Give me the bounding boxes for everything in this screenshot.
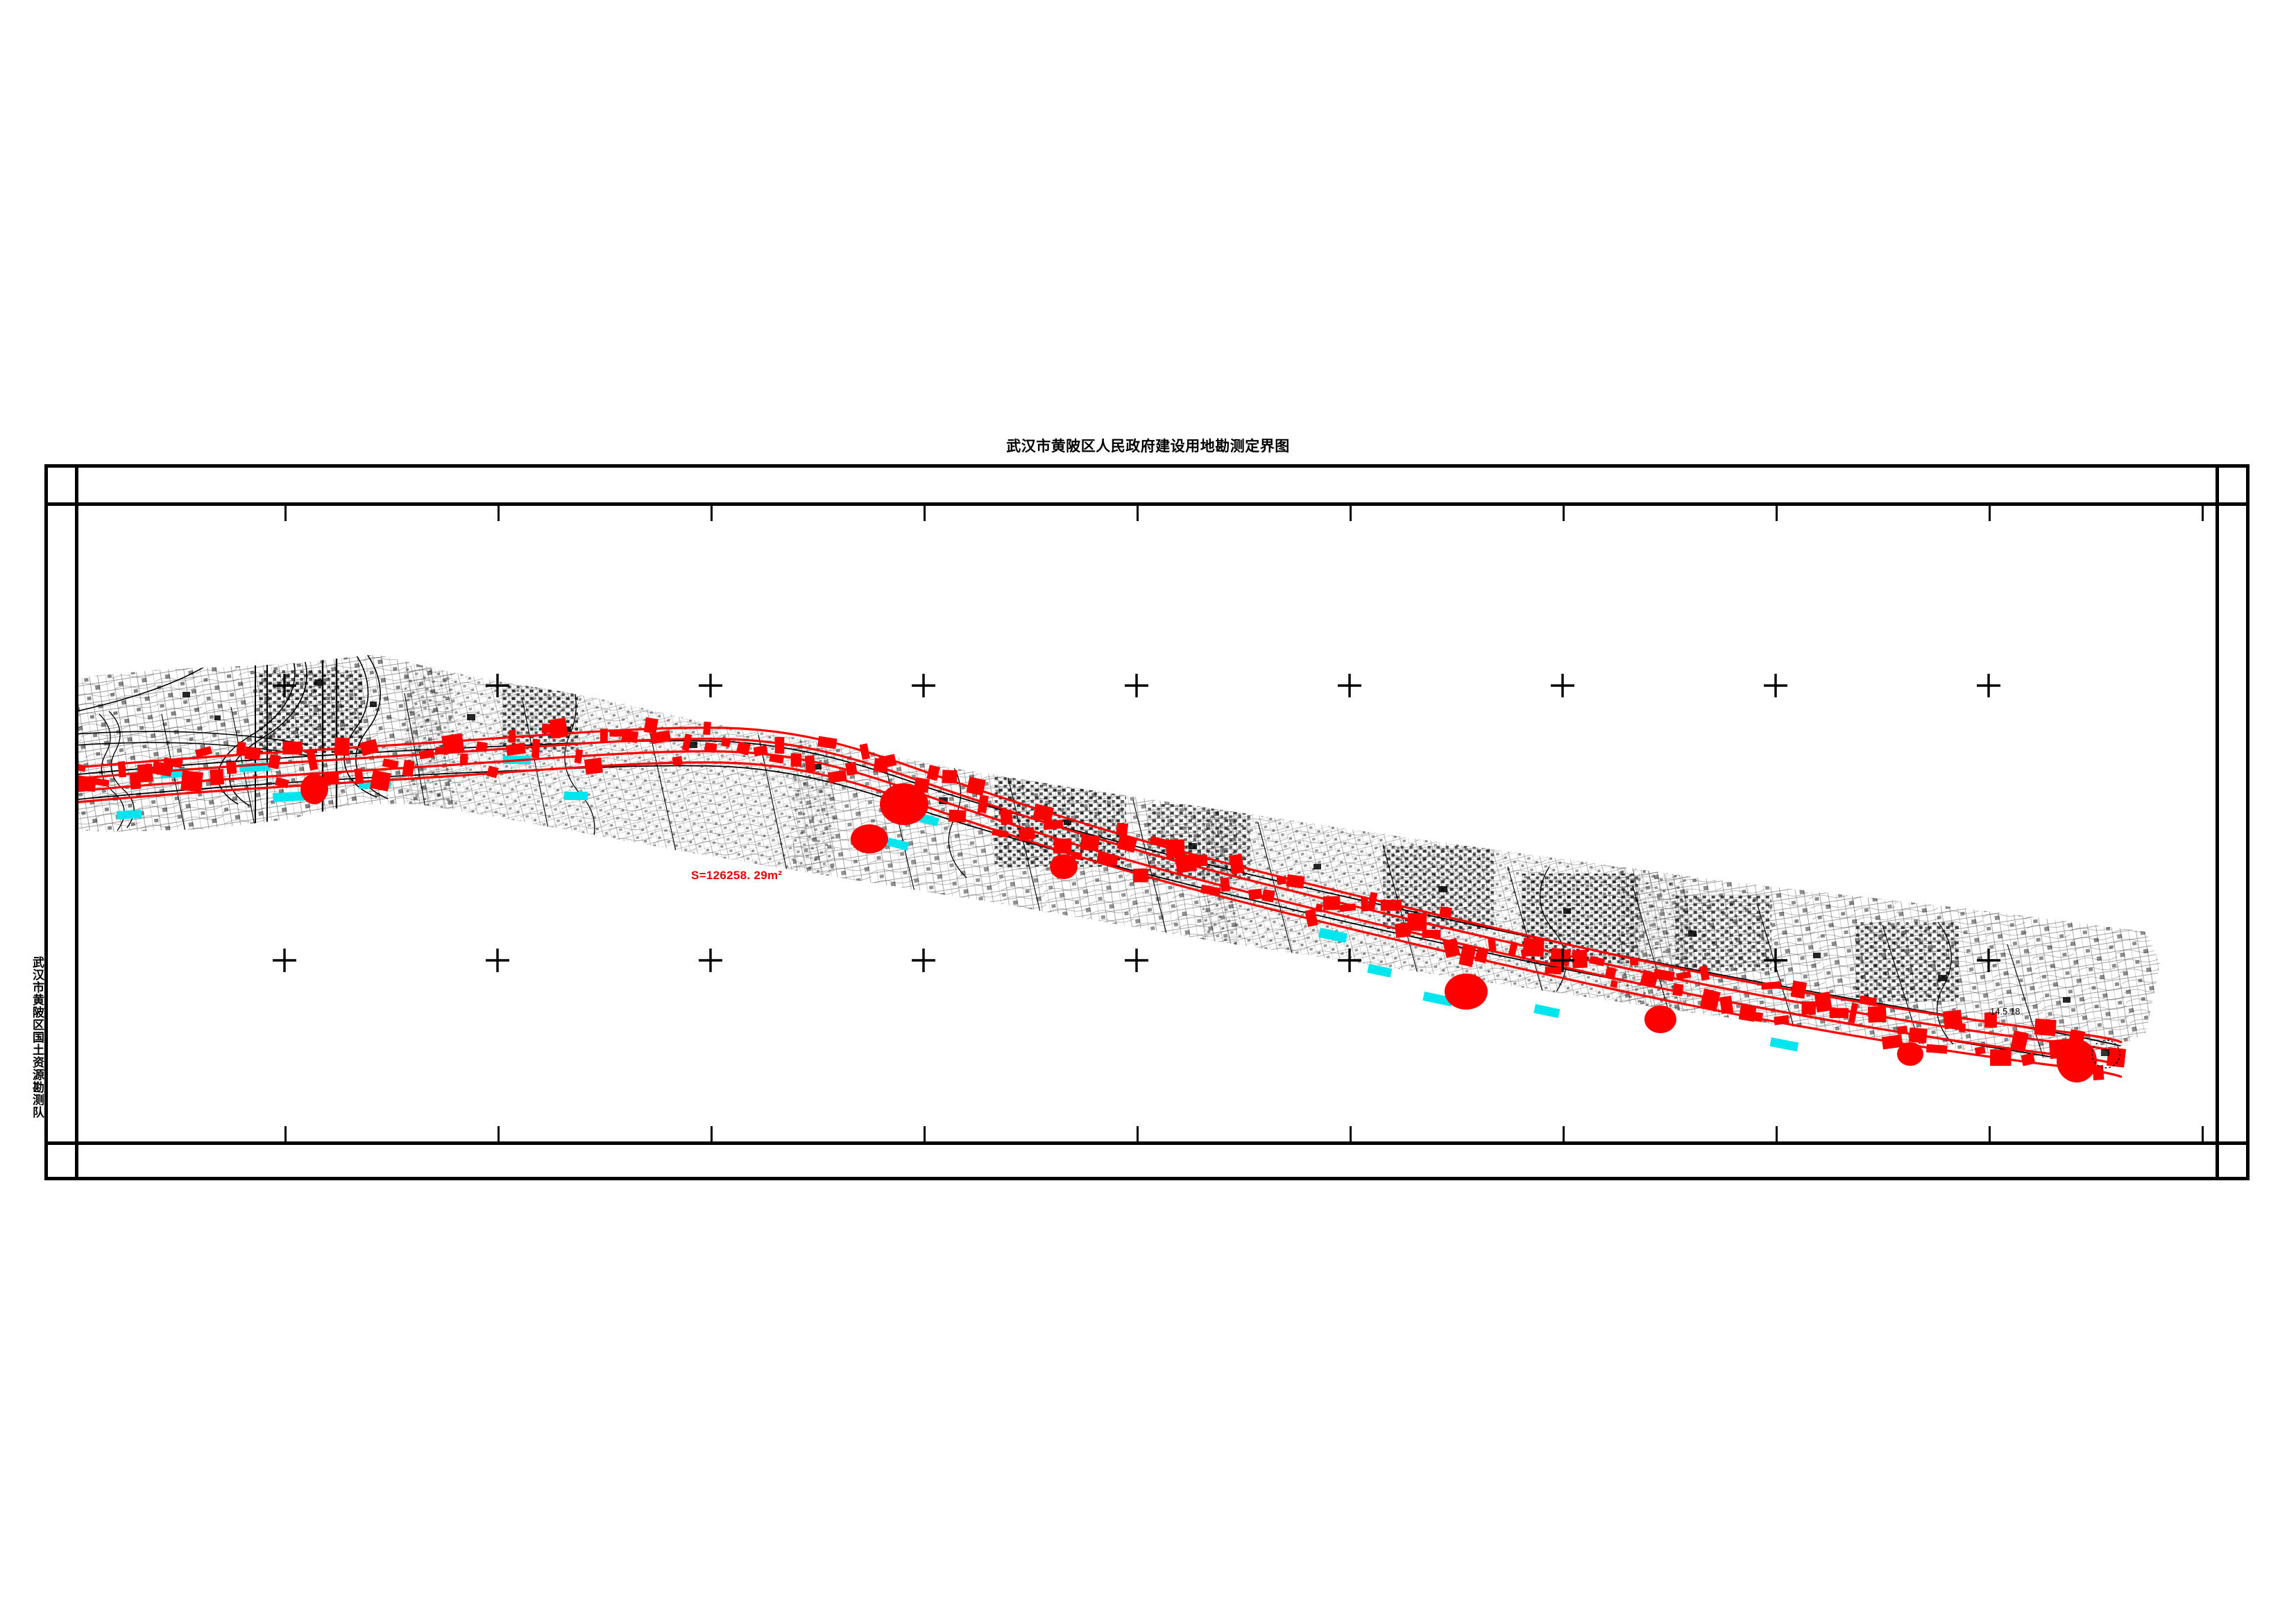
- border-tick: [284, 1126, 287, 1141]
- frame-left-column-divider: [75, 464, 78, 1180]
- circular-map-symbol: [2091, 1039, 2120, 1069]
- surveying-agency-label: 武汉市黄陂区国土资源勘测队: [31, 956, 44, 1119]
- map-annotation: 14.5.18: [1990, 1006, 2020, 1017]
- border-tick: [711, 506, 713, 521]
- border-tick: [1350, 506, 1352, 521]
- border-tick: [498, 506, 500, 521]
- border-tick: [1776, 506, 1778, 521]
- border-tick: [1137, 1126, 1139, 1141]
- border-tick: [1137, 506, 1139, 521]
- border-tick: [2202, 1126, 2204, 1141]
- frame-header-divider: [44, 502, 2250, 506]
- border-tick: [1350, 1126, 1352, 1141]
- border-tick: [2202, 506, 2204, 521]
- border-tick: [924, 506, 926, 521]
- border-tick: [1563, 1126, 1565, 1141]
- drawing-outer-frame: [44, 464, 2250, 1180]
- survey-area-label: S=126258. 29m²: [691, 869, 783, 882]
- border-tick: [284, 506, 287, 521]
- border-tick: [1563, 506, 1565, 521]
- cadastral-base-linework: [78, 654, 2160, 1061]
- map-drawing: 14.5.18: [78, 654, 2160, 1082]
- frame-footer-divider: [44, 1141, 2250, 1145]
- village-clusters: [259, 670, 1959, 1002]
- building-symbols: [182, 679, 2070, 1003]
- border-tick: [1989, 1126, 1991, 1141]
- border-tick: [711, 1126, 713, 1141]
- survey-point-markers: [78, 717, 2127, 1082]
- border-tick: [1776, 1126, 1778, 1141]
- border-tick: [1989, 506, 1991, 521]
- border-tick: [924, 1126, 926, 1141]
- frame-right-column-divider: [2216, 464, 2219, 1180]
- grid-cross-marks: [273, 674, 2000, 972]
- page-title: 武汉市黄陂区人民政府建设用地勘测定界图: [1006, 439, 1290, 454]
- border-tick: [498, 1126, 500, 1141]
- map-canvas[interactable]: 14.5.18: [78, 506, 2216, 1141]
